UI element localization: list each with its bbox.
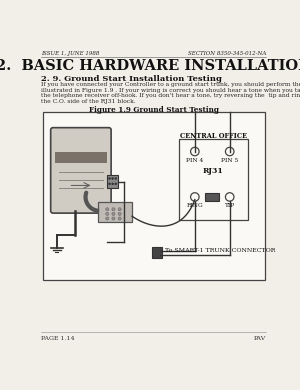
Circle shape <box>112 208 115 211</box>
Bar <box>205 193 219 201</box>
Circle shape <box>106 208 109 211</box>
Bar <box>152 247 161 258</box>
Bar <box>179 139 248 220</box>
Circle shape <box>106 212 109 215</box>
Circle shape <box>109 183 110 185</box>
Circle shape <box>112 217 115 220</box>
Text: PIN 5: PIN 5 <box>221 158 238 163</box>
Bar <box>55 152 107 163</box>
Text: PIN 4: PIN 4 <box>186 158 203 163</box>
Circle shape <box>118 217 121 220</box>
Text: Figure 1.9 Ground Start Testing: Figure 1.9 Ground Start Testing <box>89 106 219 114</box>
FancyBboxPatch shape <box>51 128 111 213</box>
Text: SECTION 8350-345-012-NA: SECTION 8350-345-012-NA <box>188 51 266 56</box>
Circle shape <box>109 177 110 179</box>
Text: CENTRAL OFFICE: CENTRAL OFFICE <box>180 131 247 140</box>
Text: RJ31: RJ31 <box>203 167 224 175</box>
Circle shape <box>118 212 121 215</box>
Text: the C.O. side of the RJ31 block.: the C.O. side of the RJ31 block. <box>41 99 136 104</box>
Text: TIP: TIP <box>225 204 235 209</box>
Bar <box>107 175 118 188</box>
Text: PAGE 1.14: PAGE 1.14 <box>41 335 75 340</box>
Text: 2.  BASIC HARDWARE INSTALLATION: 2. BASIC HARDWARE INSTALLATION <box>0 59 300 73</box>
Text: To SMART-1 TRUNK CONNECTOR: To SMART-1 TRUNK CONNECTOR <box>165 248 275 253</box>
Circle shape <box>106 217 109 220</box>
Text: PAV: PAV <box>254 335 266 340</box>
Text: If you have connected your Controller to a ground start trunk, you should perfor: If you have connected your Controller to… <box>41 82 300 87</box>
Circle shape <box>115 177 117 179</box>
Circle shape <box>112 212 115 215</box>
Text: RING: RING <box>187 204 203 209</box>
Bar <box>98 202 132 222</box>
Text: illustrated in Figure 1.9 . If your wiring is correct you should hear a tone whe: illustrated in Figure 1.9 . If your wiri… <box>41 88 300 93</box>
Circle shape <box>118 208 121 211</box>
Circle shape <box>112 183 114 185</box>
Text: the telephone receiver off-hook. If you don't hear a tone, try reversing the  ti: the telephone receiver off-hook. If you … <box>41 93 300 98</box>
Bar <box>43 112 265 280</box>
Text: 2. 9. Ground Start Installation Testing: 2. 9. Ground Start Installation Testing <box>41 74 222 83</box>
Circle shape <box>112 177 114 179</box>
Circle shape <box>115 183 117 185</box>
Text: ISSUE 1, JUNE 1988: ISSUE 1, JUNE 1988 <box>41 51 100 56</box>
